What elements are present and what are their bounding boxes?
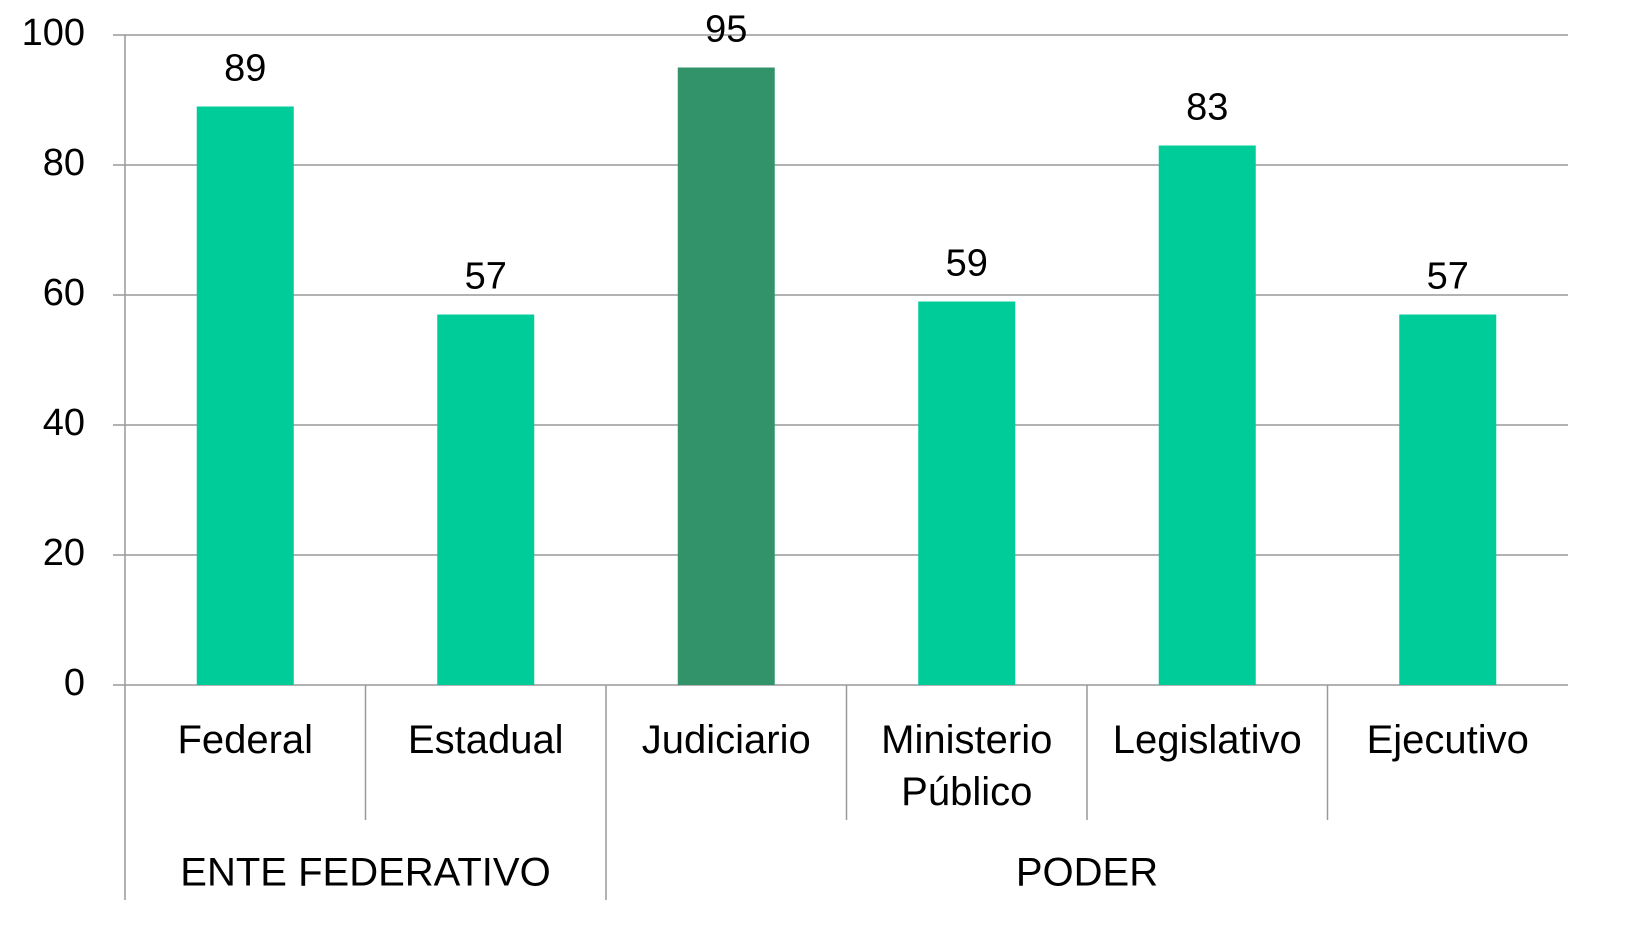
bar: [677, 67, 775, 685]
group-label: PODER: [1016, 851, 1158, 895]
y-tick-label: 100: [22, 12, 85, 54]
y-tick-label: 0: [64, 662, 85, 704]
y-tick-label: 60: [43, 272, 85, 314]
y-tick-label: 80: [43, 142, 85, 184]
x-tick-label: Ministerio Público: [881, 718, 1053, 814]
bar: [1158, 145, 1256, 685]
x-tick-label: Ejecutivo: [1366, 718, 1529, 762]
y-tick-label: 20: [43, 532, 85, 574]
y-tick-label: 40: [43, 402, 85, 444]
x-tick-label: Judiciario: [641, 718, 811, 762]
group-label: ENTE FEDERATIVO: [180, 851, 550, 895]
bar: [1399, 314, 1497, 685]
value-label: 89: [224, 48, 266, 90]
value-label: 83: [1186, 87, 1228, 129]
x-tick-label: Federal: [177, 718, 314, 762]
value-label: 57: [1427, 256, 1469, 298]
x-tick-label: Estadual: [407, 718, 564, 762]
value-label: 57: [465, 256, 507, 298]
bar: [196, 106, 294, 685]
bar: [918, 301, 1016, 685]
x-tick-label: Legislativo: [1112, 718, 1302, 762]
value-label: 95: [705, 9, 747, 51]
value-label: 59: [946, 243, 988, 285]
bar: [437, 314, 535, 685]
